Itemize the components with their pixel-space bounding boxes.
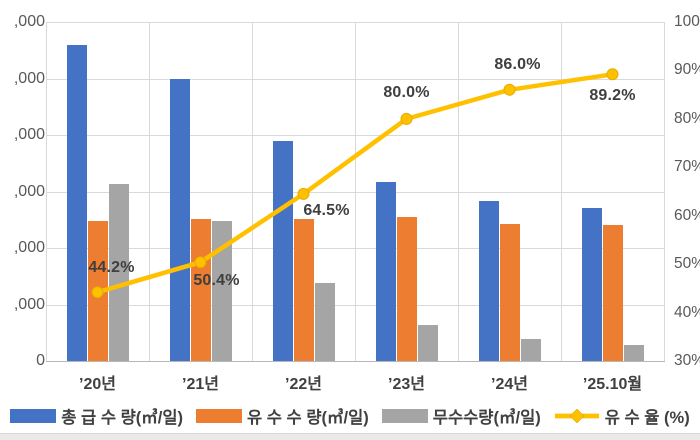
y-axis-right-tick: 60% [674, 206, 700, 224]
gridline-vertical [561, 22, 562, 361]
x-axis-tick: ’21년 [182, 376, 219, 393]
line-marker [503, 83, 516, 96]
legend-item-revenue-ratio: 유 수 율 (%) [554, 404, 690, 428]
legend-label-revenue-water: 유 수 수 량(㎥/일) [247, 409, 369, 427]
x-axis-tick: ’22년 [285, 376, 322, 393]
gridline-vertical [149, 22, 150, 361]
y-axis-left-tick: ,000 [13, 239, 45, 256]
bar-total-supply [375, 181, 396, 361]
legend-label-non-revenue-water: 무수수량(㎥/일) [432, 409, 541, 427]
x-axis-tick: ’20년 [79, 376, 116, 393]
y-axis-right-tick: 80% [674, 109, 700, 127]
y-axis-right-tick: 50% [674, 255, 700, 273]
y-axis-left-tick: ,000 [13, 295, 45, 313]
y-axis-right-tick: 90% [674, 61, 700, 79]
legend-item-total-supply: 총 급 수 량(㎥/일) [10, 404, 183, 428]
y-axis-left-tick: ,000 [13, 182, 45, 200]
legend-item-revenue-water: 유 수 수 량(㎥/일) [196, 404, 369, 428]
revenue-ratio-line-swatch [554, 409, 599, 423]
y-axis-right-tick: 100% [674, 13, 700, 30]
bar-total-supply [169, 78, 190, 361]
bar-total-supply [581, 208, 602, 361]
x-axis-tick: ’25.10월 [582, 376, 643, 393]
gridline-vertical [458, 22, 459, 361]
legend-item-non-revenue-water: 무수수량(㎥/일) [381, 404, 541, 428]
bar-revenue-water [293, 218, 314, 361]
non-revenue-water-swatch [381, 409, 428, 423]
y-axis-right-tick: 70% [674, 158, 700, 176]
bottom-edge-strip [0, 433, 700, 440]
bar-revenue-water [602, 224, 623, 361]
gridline-vertical [664, 22, 665, 361]
x-axis-tick: ’24년 [491, 376, 528, 393]
bar-non-revenue-water [623, 344, 644, 361]
point-label: 89.2% [589, 87, 636, 105]
y-axis-left-tick: ,000 [13, 13, 45, 30]
point-label: 86.0% [494, 55, 541, 73]
bar-non-revenue-water [314, 282, 335, 361]
point-label: 80.0% [383, 83, 430, 101]
bar-total-supply [478, 201, 499, 361]
total-supply-swatch [10, 409, 57, 423]
y-axis-left-tick: 0 [36, 352, 45, 369]
point-label: 50.4% [193, 272, 240, 290]
gridline-vertical [46, 22, 47, 361]
legend: 총 급 수 량(㎥/일) 유 수 수 량(㎥/일) 무수수량(㎥/일) 유 수 … [0, 403, 700, 429]
bar-revenue-water [499, 223, 520, 361]
gridline-vertical [252, 22, 253, 361]
bar-non-revenue-water [417, 325, 438, 361]
y-axis-left-tick: ,000 [13, 126, 45, 143]
bar-non-revenue-water [520, 338, 541, 361]
x-axis-tick: ’23년 [388, 376, 425, 393]
gridline-vertical [355, 22, 356, 361]
y-axis-left-tick: ,000 [13, 69, 45, 87]
bar-total-supply [66, 44, 87, 361]
y-axis-right-tick: 40% [674, 303, 700, 321]
point-label: 44.2% [88, 259, 135, 277]
revenue-water-swatch [196, 409, 243, 423]
legend-label-revenue-ratio: 유 수 율 (%) [604, 409, 690, 427]
line-marker [297, 187, 310, 200]
bar-revenue-water [396, 217, 417, 361]
line-marker [400, 112, 413, 125]
point-label: 64.5% [303, 201, 350, 219]
x-axis-line [46, 361, 665, 362]
bar-revenue-water [87, 221, 108, 361]
bar-total-supply [272, 140, 293, 361]
legend-label-total-supply: 총 급 수 량(㎥/일) [61, 409, 184, 427]
bar-non-revenue-water [211, 220, 232, 361]
y-axis-right-tick: 30% [674, 352, 700, 369]
